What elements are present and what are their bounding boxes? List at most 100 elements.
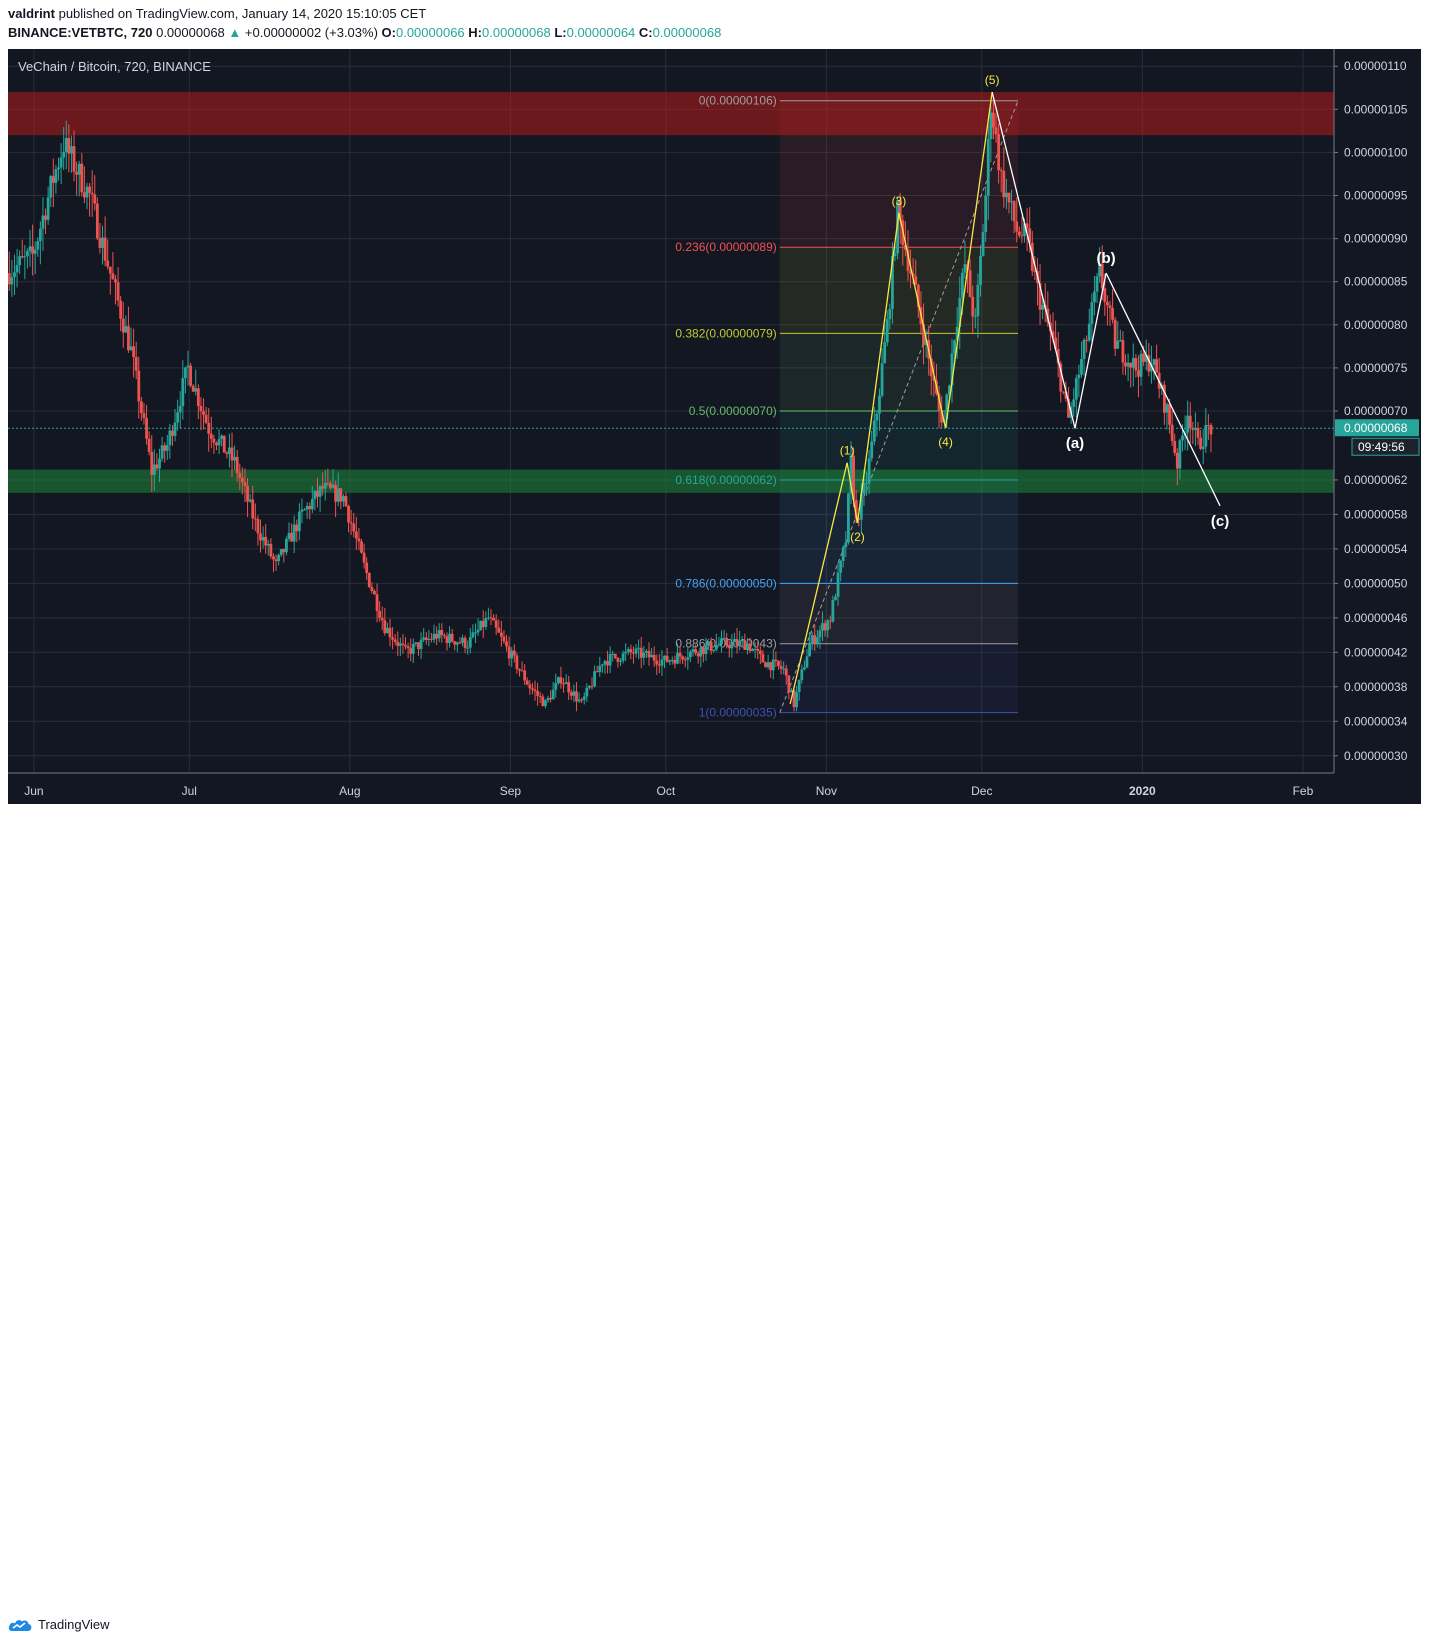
candle-body bbox=[810, 635, 814, 643]
chart-area[interactable]: 0(0.00000106) 0.236(0.00000089) 0.382(0.00… bbox=[7, 49, 1421, 804]
candle-body bbox=[233, 456, 237, 461]
candle-body bbox=[536, 691, 540, 696]
last-price-badge-text: 0.00000068 bbox=[1344, 421, 1408, 435]
candle-body bbox=[828, 620, 832, 622]
open-label: O: bbox=[381, 25, 396, 40]
fib-band bbox=[779, 643, 1019, 713]
candle-body bbox=[116, 282, 120, 301]
y-tick-label: 0.00000080 bbox=[1344, 318, 1408, 332]
y-tick-label: 0.00000105 bbox=[1344, 102, 1408, 116]
candle-body bbox=[665, 655, 669, 662]
candle-body bbox=[1131, 357, 1135, 368]
chart-background bbox=[8, 49, 1421, 804]
candle-body bbox=[375, 594, 379, 612]
open-value: 0.00000066 bbox=[395, 25, 465, 40]
candle-body bbox=[354, 531, 358, 539]
candle-body bbox=[647, 650, 651, 658]
candle-body bbox=[849, 455, 853, 494]
candle-body bbox=[1100, 263, 1104, 289]
candle-body bbox=[644, 650, 648, 653]
candle-body bbox=[893, 253, 897, 257]
corrective-wave-line bbox=[1074, 272, 1107, 429]
tradingview-logo[interactable]: TradingView bbox=[8, 1616, 110, 1632]
candle-body bbox=[1085, 339, 1089, 341]
candle-body bbox=[766, 662, 770, 668]
candle-body bbox=[256, 518, 260, 534]
candle-body bbox=[712, 649, 716, 651]
candle-body bbox=[51, 176, 55, 183]
footer: TradingView bbox=[0, 804, 1429, 1632]
candle-body bbox=[1095, 276, 1099, 292]
candle-body bbox=[1147, 355, 1151, 372]
candle-body bbox=[1152, 359, 1156, 365]
candle-body bbox=[909, 270, 912, 274]
candle-body bbox=[186, 365, 190, 368]
candle-body bbox=[18, 256, 22, 266]
candle-body bbox=[769, 662, 773, 671]
candle-body bbox=[598, 665, 602, 672]
candle-body bbox=[321, 486, 325, 489]
candle-body bbox=[466, 647, 470, 649]
candle-body bbox=[569, 692, 573, 696]
candle-body bbox=[670, 659, 674, 661]
candle-body bbox=[111, 273, 115, 280]
candle-body bbox=[808, 642, 811, 657]
corrective-wave-line bbox=[991, 91, 1076, 429]
publisher-name[interactable]: valdrint bbox=[8, 6, 55, 21]
candle-body bbox=[761, 653, 765, 663]
candle-body bbox=[57, 167, 60, 170]
candle-body bbox=[225, 452, 229, 455]
candle-body bbox=[802, 667, 806, 670]
candle-body bbox=[580, 699, 584, 701]
candle-body bbox=[386, 627, 389, 634]
candle-body bbox=[171, 430, 174, 436]
y-tick-label: 0.00000034 bbox=[1344, 714, 1408, 728]
candle-body bbox=[158, 458, 161, 469]
candle-body bbox=[1206, 425, 1210, 427]
candle-body bbox=[176, 412, 180, 423]
candle-body bbox=[1134, 357, 1138, 371]
candle-body bbox=[217, 439, 221, 446]
candle-body bbox=[916, 284, 920, 308]
x-tick-label: Nov bbox=[816, 784, 837, 798]
candle-body bbox=[740, 640, 744, 642]
candle-body bbox=[795, 692, 799, 708]
candle-body bbox=[743, 640, 747, 651]
candle-body bbox=[287, 532, 291, 539]
candle-body bbox=[616, 657, 620, 662]
price-chart[interactable]: 0(0.00000106) 0.236(0.00000089) 0.382(0.00… bbox=[7, 49, 1421, 804]
candle-body bbox=[323, 482, 327, 489]
candle-body bbox=[676, 652, 679, 664]
candle-body bbox=[373, 590, 376, 595]
fib-trend-line bbox=[779, 100, 1019, 713]
candle-body bbox=[121, 318, 125, 333]
candle-body bbox=[235, 456, 239, 474]
candle-body bbox=[1054, 337, 1057, 350]
candle-body bbox=[106, 260, 110, 267]
candle-body bbox=[844, 542, 848, 548]
candle-body bbox=[80, 163, 84, 193]
fib-level-label: 0.5(0.00000070) bbox=[689, 404, 777, 418]
candle-body bbox=[922, 324, 925, 346]
candle-body bbox=[1033, 270, 1037, 272]
published-text: published on TradingView.com, January 14… bbox=[58, 6, 427, 21]
candle-body bbox=[471, 632, 475, 638]
candle-body bbox=[1181, 435, 1184, 441]
candle-body bbox=[98, 238, 102, 248]
fib-level-label: 0.618(0.00000062) bbox=[675, 473, 776, 487]
candle-body bbox=[41, 215, 45, 229]
candle-body bbox=[1012, 201, 1016, 222]
symbol-label: BINANCE:VETBTC, 720 bbox=[8, 25, 153, 40]
candle-body bbox=[127, 326, 130, 351]
candle-body bbox=[388, 627, 392, 638]
candle-body bbox=[398, 643, 402, 646]
candle-body bbox=[1168, 404, 1171, 425]
candle-body bbox=[481, 620, 485, 627]
candle-body bbox=[1204, 425, 1208, 447]
candle-body bbox=[945, 394, 949, 420]
candle-body bbox=[787, 675, 791, 693]
candle-body bbox=[955, 326, 959, 341]
candle-body bbox=[979, 255, 982, 285]
candle-body bbox=[619, 660, 622, 662]
candle-body bbox=[528, 684, 532, 689]
